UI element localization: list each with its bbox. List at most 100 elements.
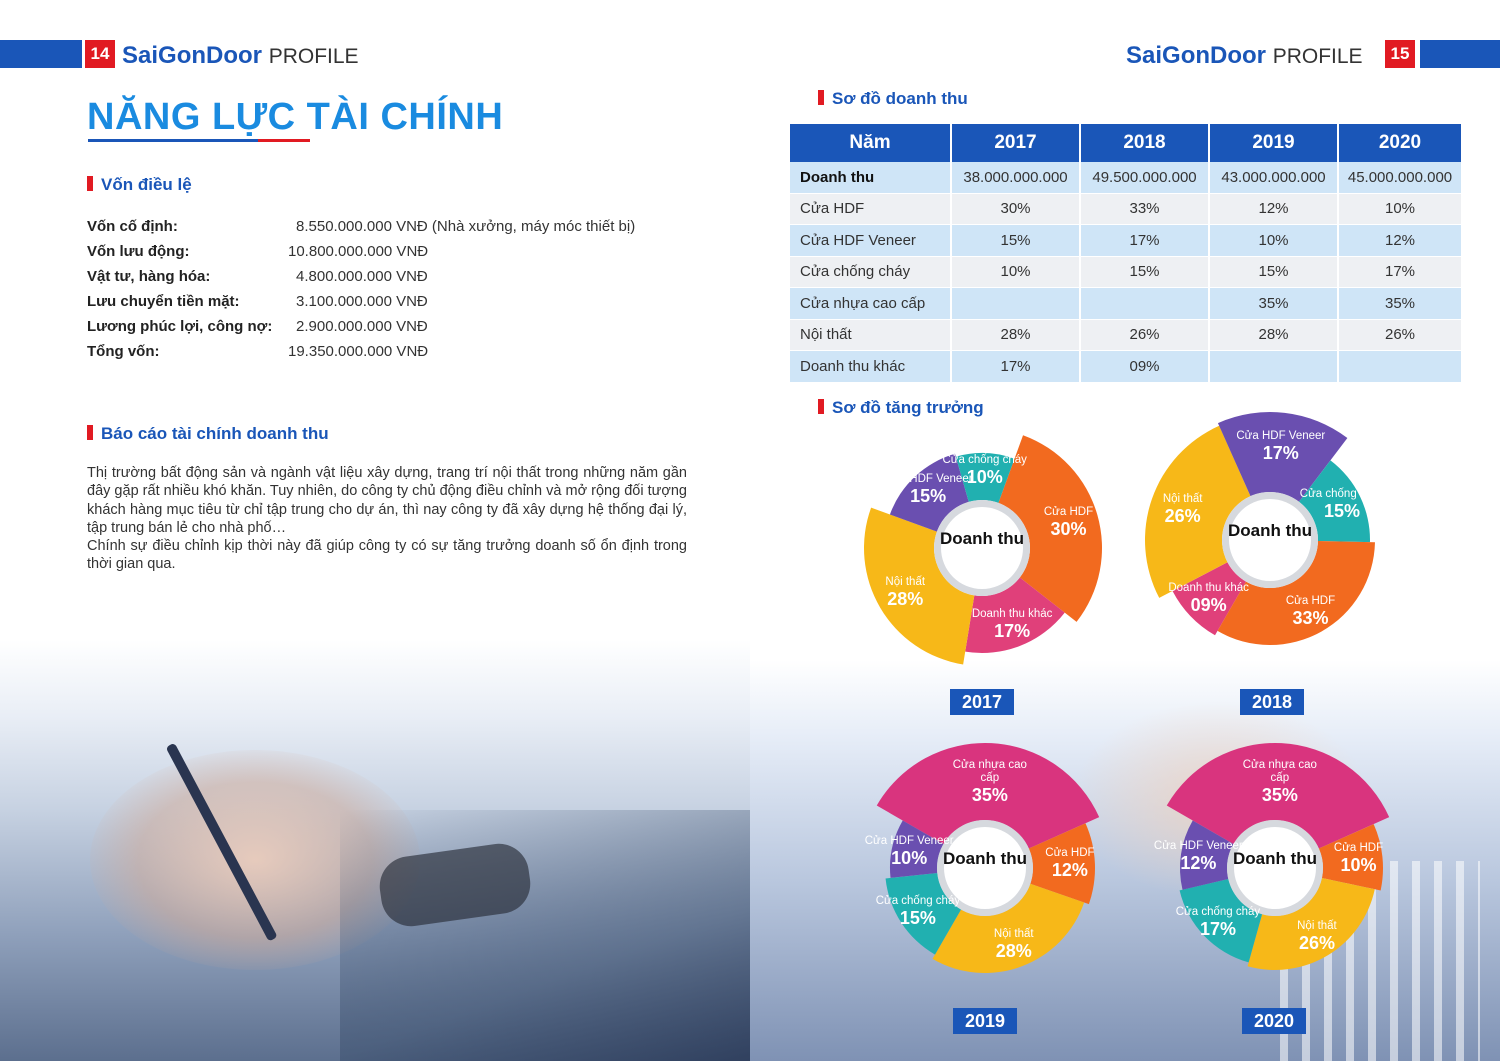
year-badge: 2018: [1240, 689, 1304, 715]
header-bar-right: [1420, 40, 1500, 68]
donut-center: [1229, 499, 1311, 581]
brand-left: SaiGonDoor PROFILE: [122, 42, 359, 71]
table-cell: 10%: [952, 256, 1079, 288]
donut-slice-label: Cửa chống cháy 17%: [1173, 906, 1263, 939]
donut-slice-label: Nội thất 28%: [969, 928, 1059, 961]
capital-label: Vật tư, hàng hóa:: [87, 268, 211, 285]
table-cell: 43.000.000.000: [1210, 162, 1337, 194]
donut-slice-label: Cửa HDF Veneer 12%: [1153, 840, 1243, 873]
donut-slice-label: Cửa HDF 33%: [1265, 595, 1355, 628]
donut-slice: [932, 883, 1085, 973]
page-number-right: 15: [1385, 40, 1415, 68]
slice-percent: 28%: [887, 589, 924, 610]
donut-slice-label: Cửa nhựa cao cấp 35%: [1235, 759, 1325, 805]
table-row: Cửa chống cháy 10% 15% 15% 17%: [790, 256, 1461, 288]
table-cell: 17%: [952, 351, 1079, 383]
slice-name: Cửa HDF: [1333, 842, 1384, 855]
table-cell: 49.500.000.000: [1081, 162, 1208, 194]
capital-value: 19.350.000.000 VNĐ: [288, 343, 429, 360]
slice-percent: 12%: [1180, 852, 1217, 873]
header-bar-left: [0, 40, 82, 68]
donut-slice: [998, 435, 1102, 622]
year-badge: 2019: [953, 1008, 1017, 1034]
slice-percent: 26%: [1298, 933, 1335, 954]
slice-percent: 33%: [1292, 607, 1329, 628]
capital-value: 3.100.000.000 VNĐ: [296, 293, 428, 310]
slice-name: Cửa HDF Veneer: [1153, 839, 1243, 852]
donut-slice-label: Doanh thu khác 17%: [967, 608, 1057, 641]
donut-slice: [1145, 425, 1251, 598]
donut-slice-label: Nội thất 26%: [1138, 493, 1228, 526]
brand-right: SaiGonDoor PROFILE: [1126, 42, 1363, 71]
donut-slice-label: Cửa HDF Veneer 10%: [864, 835, 954, 868]
year-badge: 2020: [1242, 1008, 1306, 1034]
slice-name: Nội thất: [1297, 920, 1337, 933]
table-cell: 15%: [1210, 256, 1337, 288]
donut-center: [941, 507, 1023, 589]
slice-name: Cửa HDF Veneer: [883, 473, 973, 486]
section-heading-revenue: Sơ đồ doanh thu: [818, 89, 968, 109]
table-cell: 15%: [1081, 256, 1208, 288]
table-row: Cửa nhựa cao cấp 35% 35%: [790, 288, 1461, 320]
slice-percent: 09%: [1190, 594, 1227, 615]
donut-slice: [1028, 823, 1095, 905]
title-underline: [88, 139, 258, 142]
donut-slice: [1299, 460, 1370, 543]
donut-slice: [1217, 541, 1375, 645]
capital-label: Vốn lưu động:: [87, 243, 190, 260]
donut-slice: [864, 507, 975, 665]
table-row: Nội thất 28% 26% 28% 26%: [790, 319, 1461, 351]
donut-slice: [1247, 877, 1375, 970]
table-cell: [1081, 288, 1208, 320]
slice-name: Cửa chống cháy: [942, 453, 1027, 466]
slice-name: Cửa HDF Veneer: [864, 834, 954, 847]
table-header-cell: 2020: [1339, 124, 1461, 162]
year-badge: 2017: [950, 689, 1014, 715]
brand-name: SaiGonDoor: [122, 42, 263, 69]
donut-center: [1234, 827, 1316, 909]
table-row-label: Cửa chống cháy: [790, 256, 950, 288]
donut-slice: [1217, 412, 1348, 502]
donut-center: [944, 827, 1026, 909]
slice-name: Cửa HDF: [1043, 506, 1094, 519]
slice-percent: 35%: [1261, 784, 1298, 805]
table-header-row: Năm 2017 2018 2019 2020: [790, 124, 1461, 162]
donut-slice: [955, 453, 1015, 503]
slice-percent: 12%: [1051, 860, 1088, 881]
table-cell: 12%: [1210, 193, 1337, 225]
donut-slice: [890, 820, 944, 878]
table-row: Doanh thu 38.000.000.000 49.500.000.000 43.…: [790, 162, 1461, 194]
table-cell: 12%: [1339, 225, 1461, 257]
table-cell: 28%: [1210, 319, 1337, 351]
donut-slice: [889, 453, 969, 532]
slice-percent: 28%: [995, 941, 1032, 962]
donut-slice: [1180, 820, 1234, 890]
revenue-donut-2018: [1145, 412, 1375, 645]
table-cell: 30%: [952, 193, 1079, 225]
donut-center-label: Doanh thu: [1232, 849, 1318, 868]
donut-slice-label: Cửa nhựa cao cấp 35%: [945, 759, 1035, 805]
table-cell: 26%: [1339, 319, 1461, 351]
table-row-label: Doanh thu: [790, 162, 950, 194]
slice-percent: 15%: [910, 486, 947, 507]
table-cell: 33%: [1081, 193, 1208, 225]
capital-value: 4.800.000.000 VNĐ: [296, 268, 428, 285]
table-cell: [1210, 351, 1337, 383]
capital-value: 2.900.000.000 VNĐ: [296, 318, 428, 335]
donut-slice-label: Cửa chống cháy 10%: [940, 454, 1030, 487]
capital-value: 8.550.000.000 VNĐ (Nhà xưởng, máy móc th…: [296, 218, 636, 235]
table-cell: 38.000.000.000: [952, 162, 1079, 194]
slice-percent: 17%: [1262, 442, 1299, 463]
slice-name: Cửa HDF Veneer: [1236, 429, 1326, 442]
report-text-1: Thị trường bất động sản và ngành vật liệ…: [87, 465, 687, 536]
section-marker: [87, 176, 93, 191]
donut-slice-label: Cửa HDF 10%: [1314, 842, 1404, 875]
brand-name: SaiGonDoor: [1126, 42, 1267, 69]
donut-center-label: Doanh thu: [942, 849, 1028, 868]
title-underline-accent: [258, 139, 310, 142]
finance-photo-left: [0, 640, 750, 1061]
slice-percent: 35%: [971, 784, 1008, 805]
donut-slice-label: Cửa chống cháy 15%: [1297, 488, 1387, 521]
table-cell: 17%: [1339, 256, 1461, 288]
slice-percent: 17%: [1199, 918, 1236, 939]
